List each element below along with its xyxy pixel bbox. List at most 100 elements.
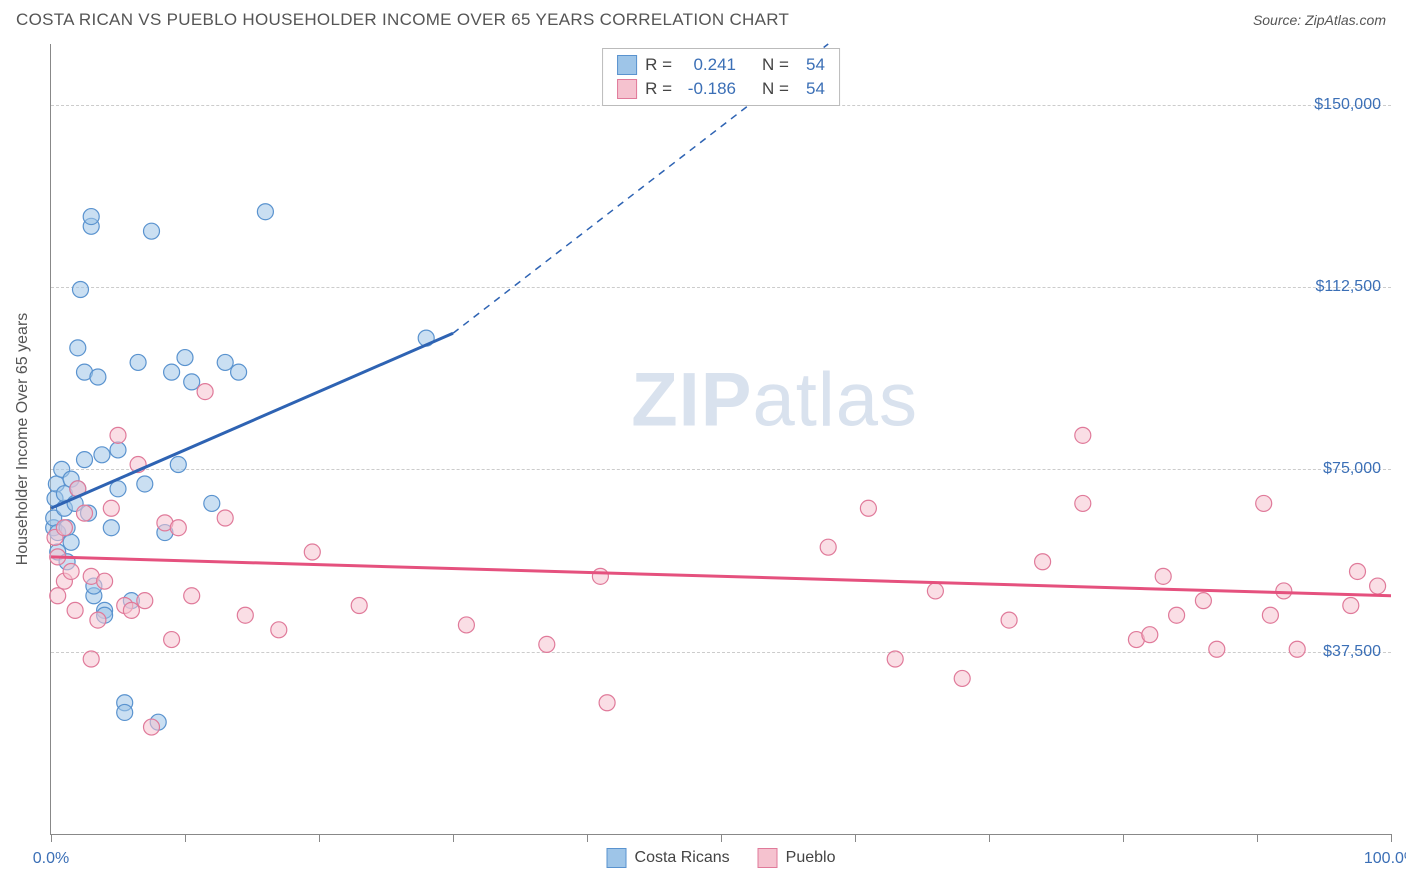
data-point	[184, 374, 200, 390]
chart-title: COSTA RICAN VS PUEBLO HOUSEHOLDER INCOME…	[16, 10, 789, 30]
data-point	[123, 602, 139, 618]
data-point	[110, 481, 126, 497]
data-point	[860, 500, 876, 516]
data-point	[63, 534, 79, 550]
data-point	[1142, 627, 1158, 643]
data-point	[539, 636, 555, 652]
data-point	[1350, 563, 1366, 579]
data-point	[1075, 495, 1091, 511]
data-point	[458, 617, 474, 633]
data-point	[351, 598, 367, 614]
data-point	[137, 593, 153, 609]
data-point	[927, 583, 943, 599]
correlation-legend: R = 0.241 N = 54 R = -0.186 N = 54	[602, 48, 840, 106]
data-point	[50, 588, 66, 604]
data-point	[164, 364, 180, 380]
data-point	[144, 719, 160, 735]
data-point	[1370, 578, 1386, 594]
data-point	[77, 452, 93, 468]
data-point	[887, 651, 903, 667]
x-tick	[319, 834, 320, 842]
data-point	[217, 510, 233, 526]
data-point	[170, 457, 186, 473]
data-point	[204, 495, 220, 511]
data-point	[184, 588, 200, 604]
data-point	[599, 695, 615, 711]
trend-line	[51, 557, 1391, 596]
chart-container: $37,500$75,000$112,500$150,0000.0%100.0%…	[50, 44, 1390, 834]
data-point	[1276, 583, 1292, 599]
plot-area: $37,500$75,000$112,500$150,0000.0%100.0%…	[50, 44, 1391, 835]
data-point	[592, 568, 608, 584]
correlation-legend-row: R = -0.186 N = 54	[617, 77, 825, 101]
x-tick	[721, 834, 722, 842]
data-point	[217, 354, 233, 370]
x-tick-label: 0.0%	[33, 850, 69, 868]
data-point	[197, 384, 213, 400]
data-point	[1001, 612, 1017, 628]
data-point	[130, 354, 146, 370]
x-tick	[185, 834, 186, 842]
legend-item: Costa Ricans	[607, 848, 730, 868]
legend-swatch-icon	[617, 55, 637, 75]
data-point	[237, 607, 253, 623]
data-point	[1035, 554, 1051, 570]
x-tick	[1257, 834, 1258, 842]
data-point	[231, 364, 247, 380]
data-point	[70, 340, 86, 356]
data-point	[56, 520, 72, 536]
data-point	[83, 209, 99, 225]
correlation-legend-row: R = 0.241 N = 54	[617, 53, 825, 77]
x-tick	[51, 834, 52, 842]
legend-swatch-icon	[607, 848, 627, 868]
data-point	[820, 539, 836, 555]
data-point	[1262, 607, 1278, 623]
data-point	[110, 442, 126, 458]
data-point	[1256, 495, 1272, 511]
data-point	[97, 573, 113, 589]
data-point	[94, 447, 110, 463]
data-point	[77, 505, 93, 521]
data-point	[170, 520, 186, 536]
data-point	[954, 670, 970, 686]
data-point	[177, 350, 193, 366]
data-point	[90, 369, 106, 385]
data-point	[117, 704, 133, 720]
data-point	[67, 602, 83, 618]
x-tick	[1123, 834, 1124, 842]
legend-swatch-icon	[758, 848, 778, 868]
y-axis-title: Householder Income Over 65 years	[14, 313, 32, 566]
data-point	[1075, 427, 1091, 443]
legend-item: Pueblo	[758, 848, 836, 868]
data-point	[137, 476, 153, 492]
data-point	[103, 500, 119, 516]
data-point	[1169, 607, 1185, 623]
data-point	[63, 563, 79, 579]
data-point	[1155, 568, 1171, 584]
data-point	[304, 544, 320, 560]
x-tick	[989, 834, 990, 842]
data-point	[90, 612, 106, 628]
data-point	[257, 204, 273, 220]
data-point	[103, 520, 119, 536]
series-legend: Costa Ricans Pueblo	[607, 848, 836, 868]
legend-swatch-icon	[617, 79, 637, 99]
x-tick	[453, 834, 454, 842]
x-tick-label: 100.0%	[1364, 850, 1406, 868]
x-tick	[1391, 834, 1392, 842]
trend-line	[51, 333, 453, 508]
scatter-plot-svg	[51, 44, 1391, 834]
chart-source: Source: ZipAtlas.com	[1253, 12, 1386, 28]
data-point	[72, 282, 88, 298]
chart-header: COSTA RICAN VS PUEBLO HOUSEHOLDER INCOME…	[0, 0, 1406, 36]
data-point	[1343, 598, 1359, 614]
data-point	[164, 632, 180, 648]
data-point	[1195, 593, 1211, 609]
data-point	[1289, 641, 1305, 657]
data-point	[1209, 641, 1225, 657]
data-point	[144, 223, 160, 239]
x-tick	[587, 834, 588, 842]
data-point	[83, 651, 99, 667]
data-point	[110, 427, 126, 443]
data-point	[271, 622, 287, 638]
